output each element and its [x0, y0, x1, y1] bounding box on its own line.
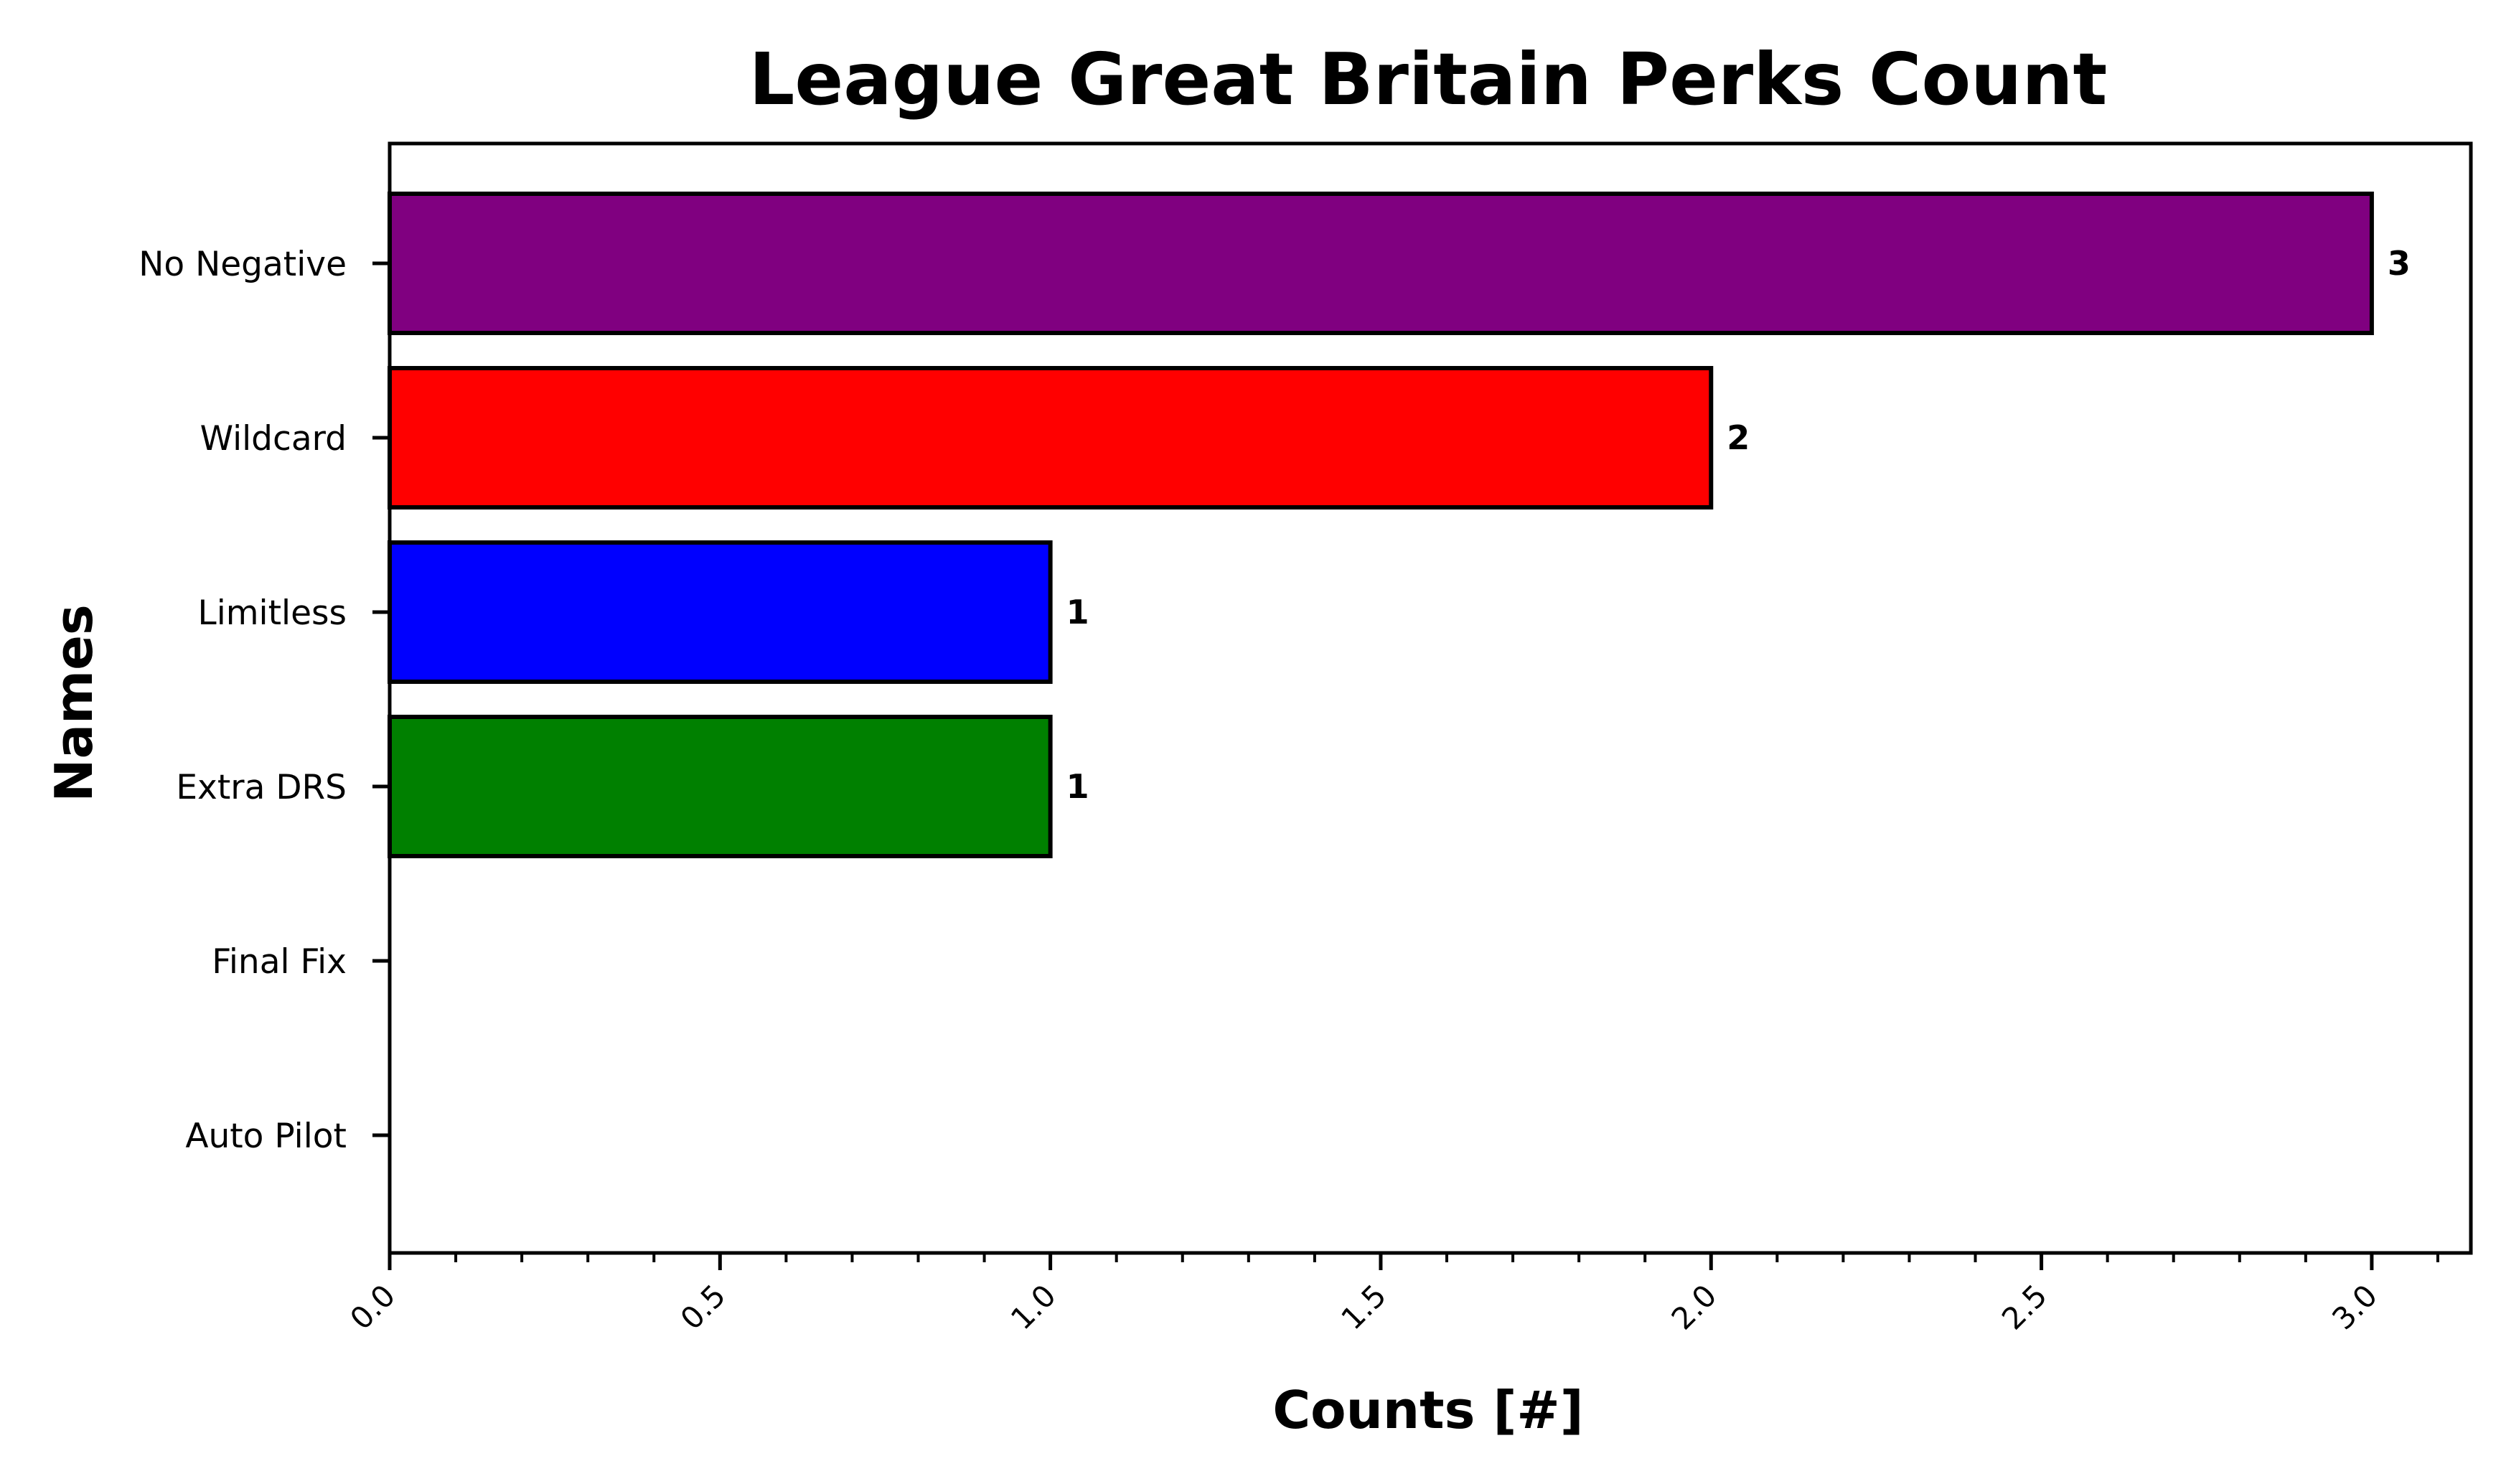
y-tick-label: Wildcard — [200, 419, 347, 459]
y-tick-label: Limitless — [198, 593, 347, 633]
y-tick-label: Extra DRS — [176, 768, 347, 807]
bar-extra-drs — [388, 715, 1053, 858]
bar-no-negative — [388, 192, 2374, 335]
bar-value-label: 3 — [2388, 244, 2411, 283]
x-axis-title: Counts [#] — [1272, 1380, 1583, 1440]
x-tick-label: 2.5 — [1995, 1278, 2054, 1337]
chart-title: League Great Britain Perks Count — [749, 37, 2108, 121]
plot-area-frame — [388, 141, 2473, 1255]
y-tick-label: Final Fix — [212, 942, 347, 982]
bar-limitless — [388, 540, 1053, 684]
bar-wildcard — [388, 366, 1714, 509]
bar-value-label: 1 — [1066, 593, 1089, 631]
y-tick-label: Auto Pilot — [185, 1117, 347, 1156]
x-tick-label: 0.0 — [343, 1278, 402, 1337]
bar-value-label: 1 — [1066, 767, 1089, 806]
bar-value-label: 2 — [1727, 418, 1750, 457]
y-tick-label: No Negative — [139, 245, 347, 284]
x-tick-label: 1.0 — [1004, 1278, 1063, 1337]
x-tick-label: 3.0 — [2325, 1278, 2384, 1337]
y-axis-title: Names — [44, 604, 104, 802]
x-tick-label: 2.0 — [1665, 1278, 1724, 1337]
bars-layer: 3 2 1 1 — [388, 192, 2411, 858]
x-tick-label: 1.5 — [1334, 1278, 1393, 1337]
x-tick-label: 0.5 — [674, 1278, 733, 1337]
